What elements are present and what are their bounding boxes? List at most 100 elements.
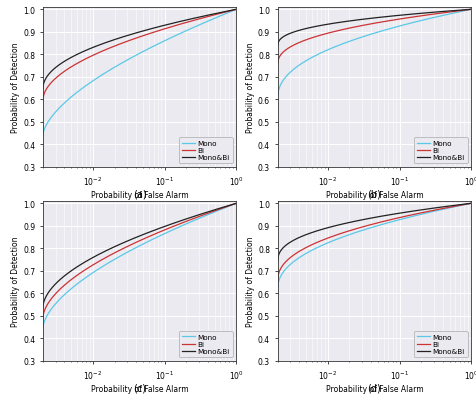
Mono [169, 36, 175, 41]
Bi [275, 63, 280, 68]
Text: (c): (c) [133, 383, 146, 393]
Mono [362, 34, 368, 39]
Line: Bi: Bi [43, 204, 237, 318]
Bi [40, 99, 46, 103]
Mono [128, 57, 133, 61]
Y-axis label: Probability of Detection: Probability of Detection [246, 43, 255, 133]
Mono [90, 79, 96, 84]
Mono [128, 249, 133, 253]
Line: Mono: Mono [43, 204, 237, 328]
Line: Bi: Bi [278, 10, 471, 65]
Bi [389, 19, 395, 24]
Mono [40, 326, 46, 331]
Text: (b): (b) [367, 189, 381, 199]
Bi [389, 217, 395, 222]
Mono [74, 282, 80, 287]
Y-axis label: Probability of Detection: Probability of Detection [11, 236, 20, 326]
Mono&Bi [309, 231, 315, 235]
Bi [362, 23, 368, 28]
Mono&Bi [234, 8, 239, 13]
X-axis label: Probability of False Alarm: Probability of False Alarm [326, 190, 423, 199]
Bi [154, 231, 160, 236]
Mono [325, 49, 330, 53]
Y-axis label: Probability of Detection: Probability of Detection [246, 236, 255, 326]
Line: Mono: Mono [43, 10, 237, 136]
Bi [421, 211, 426, 215]
Mono&Bi [389, 213, 395, 217]
Bi [404, 214, 410, 219]
Mono&Bi [362, 217, 368, 222]
Mono [362, 227, 368, 232]
Mono [404, 216, 410, 221]
Mono&Bi [275, 45, 280, 50]
Mono [186, 221, 191, 226]
Mono [309, 56, 315, 61]
Mono [186, 28, 191, 33]
X-axis label: Probability of False Alarm: Probability of False Alarm [326, 384, 423, 393]
Line: Mono&Bi: Mono&Bi [43, 204, 237, 308]
Mono [40, 134, 46, 138]
Mono&Bi [128, 33, 133, 38]
Mono [275, 97, 280, 101]
Mono&Bi [74, 53, 80, 58]
Line: Mono: Mono [278, 204, 471, 289]
Mono [389, 220, 395, 225]
Mono [468, 8, 474, 13]
Mono&Bi [90, 46, 96, 51]
Mono&Bi [389, 14, 395, 19]
Mono&Bi [169, 22, 175, 27]
Line: Bi: Bi [278, 204, 471, 281]
Mono [90, 271, 96, 275]
Mono&Bi [169, 222, 175, 227]
Mono&Bi [90, 255, 96, 260]
Mono [154, 235, 160, 240]
Mono [234, 201, 239, 206]
Mono&Bi [325, 226, 330, 231]
Bi [362, 224, 368, 229]
Bi [309, 243, 315, 247]
Legend: Mono, Bi, Mono&Bi: Mono, Bi, Mono&Bi [179, 138, 233, 164]
Line: Mono&Bi: Mono&Bi [278, 10, 471, 47]
Mono [309, 248, 315, 253]
Bi [186, 20, 191, 25]
Mono&Bi [40, 87, 46, 92]
Bi [421, 14, 426, 19]
Mono [389, 26, 395, 31]
Mono&Bi [275, 260, 280, 265]
Bi [186, 219, 191, 223]
Bi [468, 8, 474, 13]
X-axis label: Probability of False Alarm: Probability of False Alarm [91, 384, 188, 393]
Text: (d): (d) [367, 383, 381, 393]
Legend: Mono, Bi, Mono&Bi: Mono, Bi, Mono&Bi [414, 331, 467, 357]
Bi [74, 273, 80, 278]
Line: Mono: Mono [278, 10, 471, 99]
Bi [169, 225, 175, 230]
Mono [234, 8, 239, 13]
Legend: Mono, Bi, Mono&Bi: Mono, Bi, Mono&Bi [179, 331, 233, 357]
Mono&Bi [128, 238, 133, 243]
Mono [275, 287, 280, 292]
Mono&Bi [154, 227, 160, 232]
Bi [169, 25, 175, 30]
Bi [234, 201, 239, 206]
Mono&Bi [421, 208, 426, 213]
Mono [154, 43, 160, 48]
Mono [421, 212, 426, 217]
Mono&Bi [404, 210, 410, 215]
Mono [325, 241, 330, 246]
Mono [468, 201, 474, 206]
Line: Bi: Bi [43, 10, 237, 101]
Mono&Bi [404, 13, 410, 18]
Mono&Bi [468, 8, 474, 13]
Bi [309, 36, 315, 41]
Mono [74, 91, 80, 95]
Bi [128, 243, 133, 248]
Bi [325, 236, 330, 241]
Line: Mono&Bi: Mono&Bi [278, 204, 471, 262]
Bi [154, 30, 160, 34]
Mono&Bi [325, 23, 330, 28]
Mono&Bi [74, 265, 80, 269]
Bi [468, 201, 474, 206]
Bi [234, 8, 239, 13]
Y-axis label: Probability of Detection: Probability of Detection [11, 43, 20, 133]
